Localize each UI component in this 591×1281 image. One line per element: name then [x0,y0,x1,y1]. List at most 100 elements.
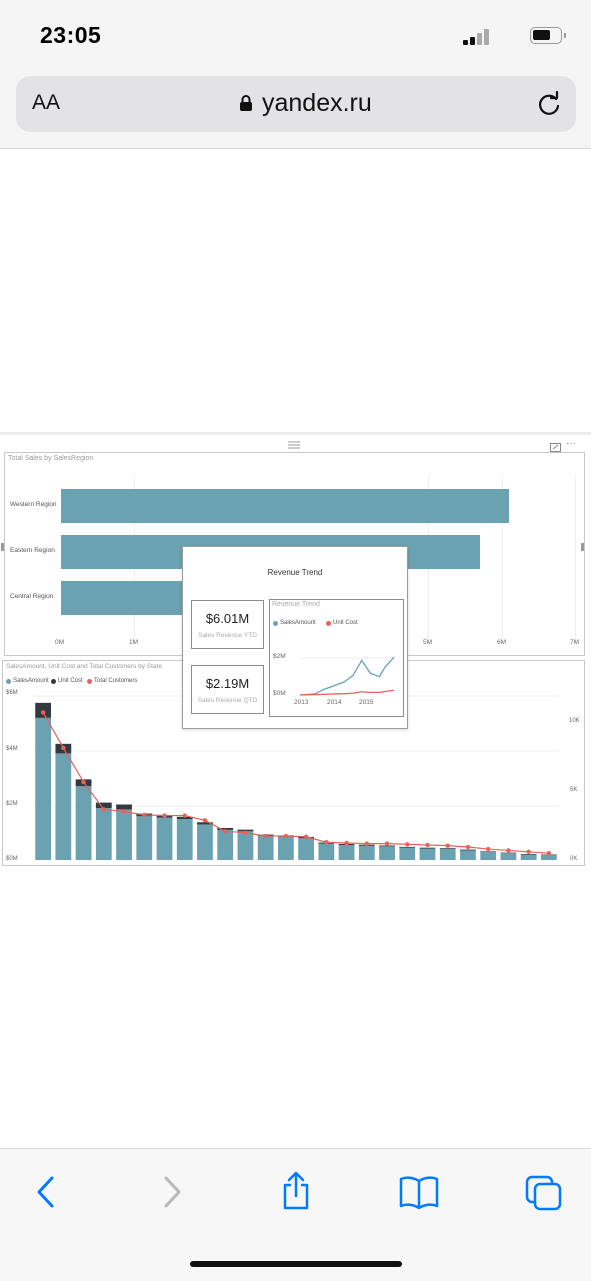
resize-handle[interactable] [1,543,4,551]
customers-point [364,841,370,846]
x-tick: 2015 [359,699,374,706]
unit-cost-bar [197,822,213,825]
unit-cost-bar [419,847,436,849]
panel-title: SalesAmount, Unit Cost and Total Custome… [6,663,162,670]
customers-point [40,710,46,715]
sales-bar [136,816,153,860]
customers-point [506,848,511,853]
sales-bar [358,845,375,860]
sales-bar [176,819,193,860]
cellular-signal-icon [463,29,491,45]
unit-cost-bar [379,845,395,847]
customers-point [384,841,390,846]
url-display[interactable]: yandex.ru [239,88,372,118]
sales-bar [520,854,537,860]
ytd-label: Sales Revenue YTD [198,632,257,639]
legend-item[interactable]: Unit Cost [51,678,83,684]
legend-item[interactable]: SalesAmount [6,678,49,684]
customers-point [303,834,309,839]
sales-bar [257,835,274,860]
sales-bar [439,849,456,860]
status-time: 23:05 [40,22,102,48]
sales-bar [75,786,92,860]
revenue-trend-tooltip: Revenue Trend $6.01M Sales Revenue YTD $… [182,546,408,729]
url-text: yandex.ru [262,88,372,117]
customers-point [485,846,491,852]
focus-mode-icon[interactable] [550,443,561,452]
customers-point [445,843,450,848]
drag-handle-icon[interactable] [288,441,300,449]
panel-title: Total Sales by SalesRegion [8,455,94,462]
sales-bar [540,855,557,860]
status-bar: 23:05 [0,0,591,72]
home-indicator [190,1261,402,1267]
y2-tick: 0K [570,856,578,862]
reload-icon[interactable] [536,91,562,117]
bookmarks-icon[interactable] [399,1175,439,1209]
qtd-value: $2.19M [205,676,250,691]
customers-point [546,850,552,856]
sales-bar [277,836,294,860]
lock-icon [240,95,252,111]
customers-point [61,745,66,751]
customers-point [142,812,147,818]
sales-bar [35,717,52,860]
customers-point [121,809,127,814]
battery-icon [530,27,566,44]
sales-bar [116,809,132,860]
unit-cost-bar [217,828,234,830]
y-tick: $4M [6,746,18,752]
customers-point [182,813,187,818]
customers-point [344,840,349,846]
share-icon[interactable] [280,1171,312,1211]
unit-cost-bar [116,804,132,810]
address-bar[interactable]: AA yandex.ru [16,76,576,132]
tooltip-title: Revenue Trend [267,568,323,577]
sales-bar [318,843,335,860]
y2-tick: 10K [569,718,580,724]
qtd-card[interactable]: $2.19M Sales Revenue QTD [191,665,264,714]
x-tick: 2013 [294,699,309,706]
sales-bar [338,844,355,860]
sales-bar [197,824,213,860]
state-chart [33,695,559,860]
x-tick: 7M [570,639,580,646]
forward-icon[interactable] [160,1175,184,1209]
y2-tick: 5K [570,787,578,793]
region-bar[interactable] [61,489,509,523]
customers-point [101,807,107,812]
customers-point [465,844,471,850]
resize-handle[interactable] [581,543,584,551]
customers-line [42,712,549,854]
legend-item[interactable]: Unit Cost [326,620,358,626]
x-tick: 0M [55,639,65,646]
text-size-button[interactable]: AA [32,91,61,114]
back-icon[interactable] [34,1175,58,1209]
more-options-icon[interactable]: ··· [566,438,576,449]
y-tick: $2M [273,653,286,660]
customers-point [162,813,167,818]
legend-item[interactable]: SalesAmount [273,620,316,626]
sales-bar [480,851,497,860]
ytd-card[interactable]: $6.01M Sales Revenue YTD [191,600,264,649]
customers-point [263,833,268,839]
unit-cost-bar [500,852,517,854]
x-tick: 6M [497,639,507,646]
tabs-icon[interactable] [525,1175,563,1211]
sales-bar [55,753,72,860]
y-tick: $0M [6,856,18,862]
sales-bar [460,850,476,860]
customers-point [425,842,430,848]
legend-item[interactable]: Total Customers [87,678,137,684]
y-tick: $0M [273,690,286,697]
mini-trend-panel: Revenue Trend SalesAmount Unit Cost $2M … [269,599,404,717]
unit-cost-line [299,689,395,696]
sales-bar [379,846,395,860]
sales-bar [156,817,173,860]
customers-point [243,830,248,835]
qtd-label: Sales Revenue QTD [197,697,258,704]
sales-line [299,656,395,696]
y-tick: $6M [6,690,18,696]
sales-bar [399,847,416,860]
region-label: Central Region [10,593,54,600]
